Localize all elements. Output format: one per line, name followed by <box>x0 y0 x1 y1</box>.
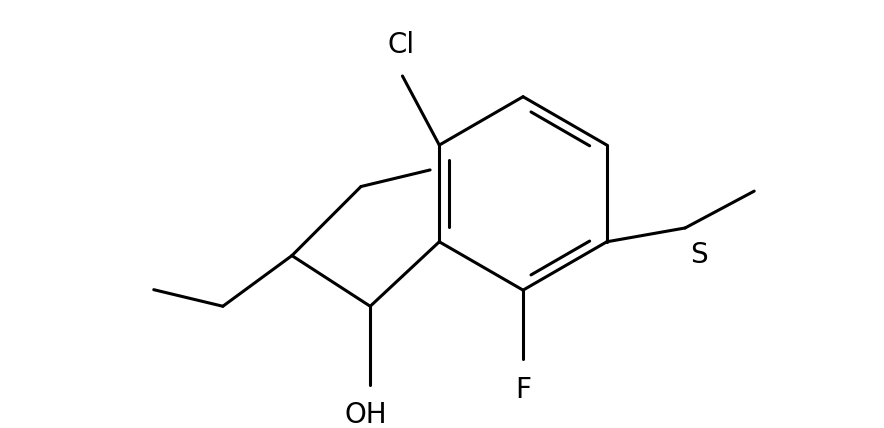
Text: S: S <box>690 241 707 269</box>
Text: F: F <box>515 376 531 404</box>
Text: Cl: Cl <box>387 31 415 59</box>
Text: OH: OH <box>344 401 387 428</box>
